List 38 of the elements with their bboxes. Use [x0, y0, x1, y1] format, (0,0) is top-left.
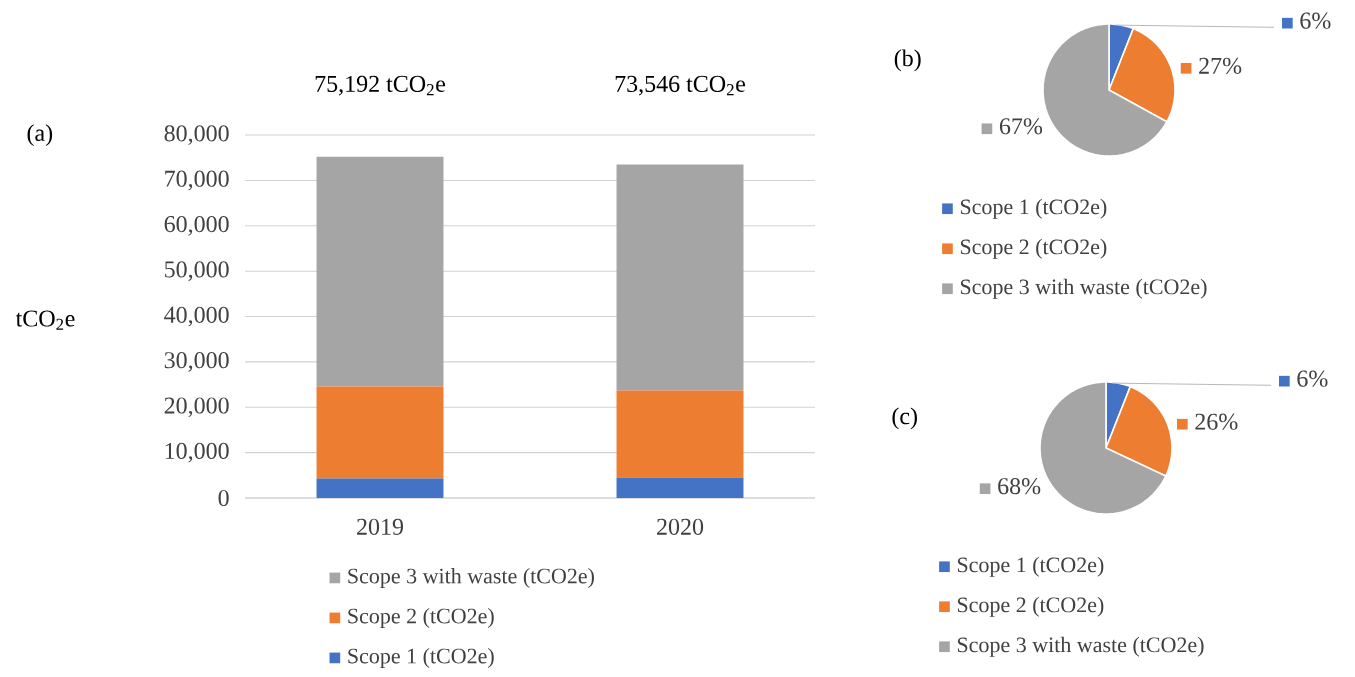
legend-label: Scope 3 with waste (tCO2e)	[957, 636, 1204, 657]
bar	[616, 390, 744, 478]
y-tick-label: 20,000	[164, 397, 229, 418]
y-tick-label: 70,000	[165, 170, 229, 191]
legend-label: Scope 3 with waste (tCO2e)	[348, 568, 594, 588]
data-label: 67%	[999, 118, 1043, 135]
text: (a)	[27, 124, 53, 146]
data-label: 26%	[1195, 413, 1238, 430]
data-label: 6%	[1297, 370, 1328, 387]
bar	[616, 477, 744, 498]
legend-label: Scope 3 with waste (tCO2e)	[960, 278, 1207, 299]
bar	[616, 164, 744, 391]
y-tick-label: 30,000	[164, 352, 229, 372]
y-tick-label: 0	[218, 489, 229, 507]
total-label: 75,192 tCO$_{2}$e	[315, 75, 446, 96]
legend-label: Scope 1 (tCO2e)	[957, 556, 1104, 577]
legend-label: Scope 2 (tCO2e)	[957, 596, 1104, 617]
bar	[316, 386, 444, 479]
y-tick-label: 40,000	[164, 306, 229, 327]
legend-label: Scope 2 (tCO2e)	[960, 238, 1107, 259]
x-tick-label: 2019	[357, 518, 404, 535]
x-tick-label: 2020	[657, 518, 704, 535]
data-label: 6%	[1300, 12, 1331, 29]
total-label: 73,546 tCO$_{2}$e	[615, 75, 746, 96]
text: (b)	[894, 49, 921, 72]
y-tick-label: 10,000	[165, 442, 229, 463]
legend-label: Scope 1 (tCO2e)	[960, 198, 1107, 219]
legend-label: Scope 2 (tCO2e)	[348, 607, 494, 628]
data-label: 68%	[998, 478, 1041, 495]
y-axis-title: tCO$_{2}$e	[15, 310, 75, 330]
y-tick-label: 80,000	[164, 125, 229, 145]
text: (c)	[892, 407, 917, 430]
y-tick-label: 60,000	[164, 215, 229, 236]
data-label: 27%	[1199, 57, 1242, 74]
bar	[316, 478, 444, 498]
bar	[316, 156, 444, 387]
legend-label: Scope 1 (tCO2e)	[348, 647, 494, 668]
y-tick-label: 50,000	[165, 261, 229, 281]
